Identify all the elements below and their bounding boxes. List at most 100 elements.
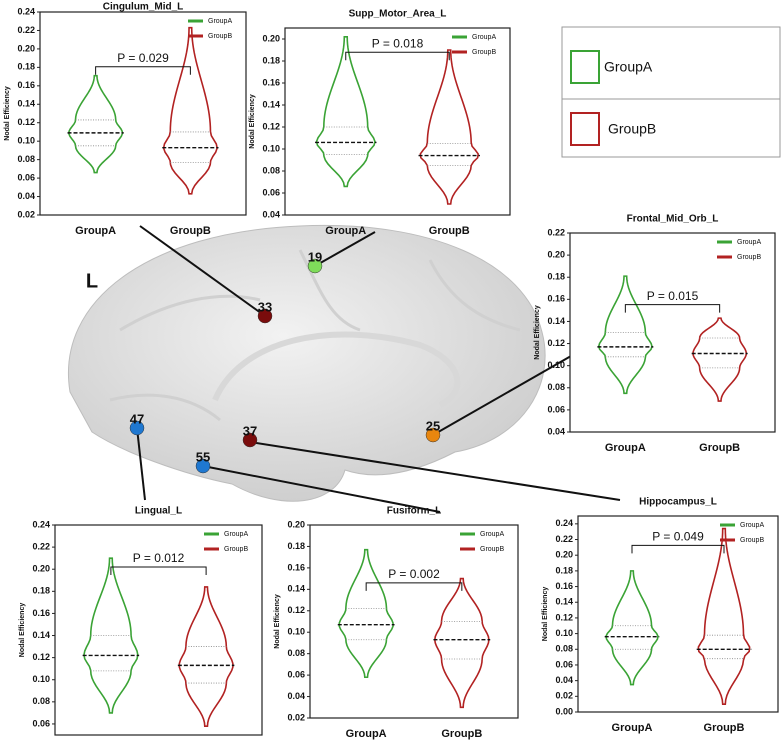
y-tick-label: 0.22 bbox=[17, 25, 35, 35]
violin bbox=[162, 26, 218, 195]
x-tick-label: GroupA bbox=[605, 442, 646, 454]
y-tick-label: 0.02 bbox=[287, 712, 305, 722]
y-tick-label: 0.16 bbox=[287, 562, 305, 572]
plot-frame bbox=[569, 232, 776, 433]
legend-label: GroupA bbox=[208, 18, 232, 25]
y-tick-label: 0.08 bbox=[17, 154, 35, 164]
significance-bracket bbox=[110, 566, 207, 575]
brain-node bbox=[195, 458, 211, 474]
significance-bracket bbox=[624, 304, 721, 313]
y-tick-label: 0.10 bbox=[17, 136, 35, 146]
y-tick-label: 0.20 bbox=[17, 43, 35, 53]
y-axis-label: Nodal Efficiency bbox=[4, 86, 11, 141]
significance-bracket bbox=[365, 582, 463, 591]
legend-label: GroupB bbox=[224, 546, 248, 553]
y-tick-label: 0.08 bbox=[262, 165, 280, 175]
y-tick-label: 0.04 bbox=[555, 675, 573, 685]
y-tick-label: 0.12 bbox=[32, 652, 50, 662]
brain-node bbox=[257, 308, 273, 324]
y-tick-label: 0.10 bbox=[555, 628, 573, 638]
violin-chart: Lingual_L Nodal Efficiency 0.06 0.08 0.10 0.1… bbox=[19, 506, 263, 746]
y-tick-label: 0.20 bbox=[262, 33, 280, 43]
x-tick-label: GroupA bbox=[325, 225, 366, 237]
y-axis-label: Nodal Efficiency bbox=[542, 587, 549, 642]
y-tick-label: 0.10 bbox=[287, 627, 305, 637]
y-tick-label: 0.08 bbox=[287, 648, 305, 658]
plot-frame bbox=[577, 515, 779, 713]
legend-box bbox=[561, 26, 781, 158]
y-tick-label: 0.20 bbox=[555, 550, 573, 560]
significance-bracket bbox=[631, 544, 725, 554]
violin bbox=[697, 527, 751, 705]
y-tick-label: 0.12 bbox=[287, 605, 305, 615]
chart-title: Frontal_Mid_Orb_L bbox=[627, 214, 719, 225]
brain-node bbox=[242, 432, 258, 448]
y-tick-label: 0.16 bbox=[547, 294, 565, 304]
legend-label: GroupB bbox=[480, 546, 504, 553]
connector bbox=[249, 441, 621, 501]
plot-frame bbox=[54, 524, 263, 736]
y-tick-label: 0.14 bbox=[32, 630, 50, 640]
legend-label: GroupB bbox=[608, 121, 656, 137]
node-label: 19 bbox=[308, 249, 322, 264]
p-value: P = 0.012 bbox=[133, 551, 185, 565]
brain-node bbox=[129, 420, 145, 436]
legend-label: GroupB bbox=[208, 33, 232, 40]
x-tick-label: GroupA bbox=[346, 728, 387, 740]
y-tick-label: 0.10 bbox=[547, 360, 565, 370]
violin-chart: Cingulum_Mid_L Nodal Efficiency 0.02 0.04 0.… bbox=[4, 2, 247, 237]
legend-swatch bbox=[570, 50, 600, 84]
p-value: P = 0.029 bbox=[117, 51, 169, 65]
y-tick-label: 0.04 bbox=[262, 209, 280, 219]
significance-bracket bbox=[345, 51, 450, 61]
y-tick-label: 0.08 bbox=[32, 696, 50, 706]
chart-title: Cingulum_Mid_L bbox=[103, 2, 184, 13]
y-tick-label: 0.06 bbox=[547, 404, 565, 414]
legend-label: GroupA bbox=[472, 34, 496, 41]
connector bbox=[202, 465, 441, 513]
y-tick-label: 0.12 bbox=[555, 612, 573, 622]
y-tick-label: 0.06 bbox=[262, 187, 280, 197]
x-tick-label: GroupB bbox=[704, 722, 745, 734]
y-tick-label: 0.18 bbox=[555, 565, 573, 575]
legend-label: GroupA bbox=[480, 531, 504, 538]
violin bbox=[419, 49, 480, 205]
big-legend: GroupA GroupB bbox=[561, 26, 781, 158]
x-tick-label: GroupB bbox=[699, 442, 740, 454]
y-tick-label: 0.06 bbox=[32, 718, 50, 728]
gyrus bbox=[109, 249, 521, 422]
legend-label: GroupA bbox=[737, 239, 761, 246]
chart-title: Fusiform_L bbox=[387, 506, 441, 517]
violin-chart: Frontal_Mid_Orb_L Nodal Efficiency 0.04 0.0… bbox=[534, 214, 776, 454]
y-tick-label: 0.18 bbox=[262, 55, 280, 65]
y-tick-label: 0.24 bbox=[32, 519, 50, 529]
violin bbox=[605, 570, 659, 686]
y-tick-label: 0.00 bbox=[555, 706, 573, 716]
y-tick-label: 0.04 bbox=[17, 191, 35, 201]
y-tick-label: 0.18 bbox=[17, 62, 35, 72]
violin bbox=[68, 74, 124, 174]
violin bbox=[338, 548, 394, 679]
y-tick-label: 0.14 bbox=[17, 99, 35, 109]
x-tick-label: GroupB bbox=[441, 728, 482, 740]
y-tick-label: 0.24 bbox=[555, 518, 573, 528]
p-value: P = 0.015 bbox=[647, 289, 699, 303]
y-tick-label: 0.08 bbox=[555, 644, 573, 654]
chart-title: Supp_Motor_Area_L bbox=[349, 9, 447, 20]
y-tick-label: 0.04 bbox=[547, 426, 565, 436]
significance-bracket bbox=[95, 66, 191, 75]
y-tick-label: 0.12 bbox=[262, 121, 280, 131]
plot-frame bbox=[39, 11, 247, 216]
y-tick-label: 0.06 bbox=[287, 669, 305, 679]
y-tick-label: 0.04 bbox=[287, 691, 305, 701]
node-label: 33 bbox=[258, 299, 272, 314]
legend-label: GroupB bbox=[740, 537, 764, 544]
y-tick-label: 0.02 bbox=[555, 691, 573, 701]
x-tick-label: GroupB bbox=[170, 225, 211, 237]
brain-node bbox=[425, 427, 441, 443]
violin bbox=[597, 275, 653, 395]
y-tick-label: 0.16 bbox=[17, 80, 35, 90]
y-axis-label: Nodal Efficiency bbox=[249, 94, 256, 149]
y-tick-label: 0.16 bbox=[555, 581, 573, 591]
violin bbox=[178, 586, 234, 727]
